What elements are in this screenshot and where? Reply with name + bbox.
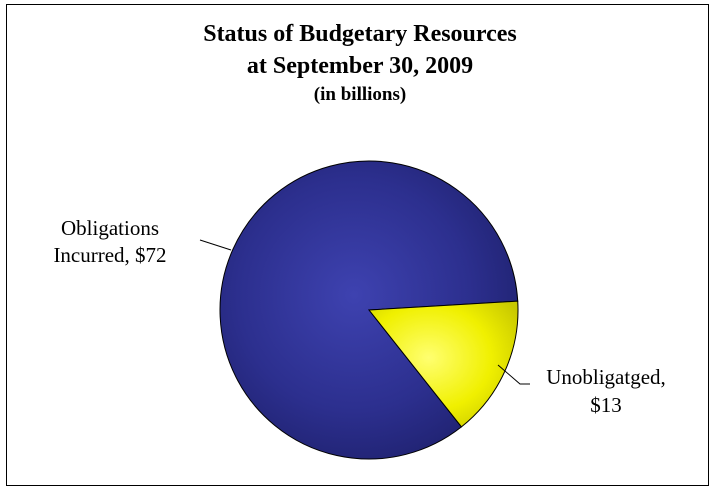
leader-line-unobligated — [497, 364, 530, 385]
slice-label-unobligated-line-2: $13 — [590, 393, 622, 417]
chart-subtitle: (in billions) — [313, 84, 407, 105]
chart-title-block: Status of Budgetary Resources at Septemb… — [0, 18, 720, 108]
slice-label-obligations-line-1: Obligations — [61, 216, 159, 240]
pie-slices — [219, 160, 519, 460]
slice-label-obligations-line-2: Incurred, $72 — [53, 243, 166, 267]
chart-title-line-1: Status of Budgetary Resources — [203, 21, 517, 47]
leader-line-obligations — [199, 239, 232, 251]
slice-label-unobligated-line-1: Unobligatged, — [546, 365, 666, 389]
chart-title-line-2: at September 30, 2009 — [246, 53, 474, 79]
